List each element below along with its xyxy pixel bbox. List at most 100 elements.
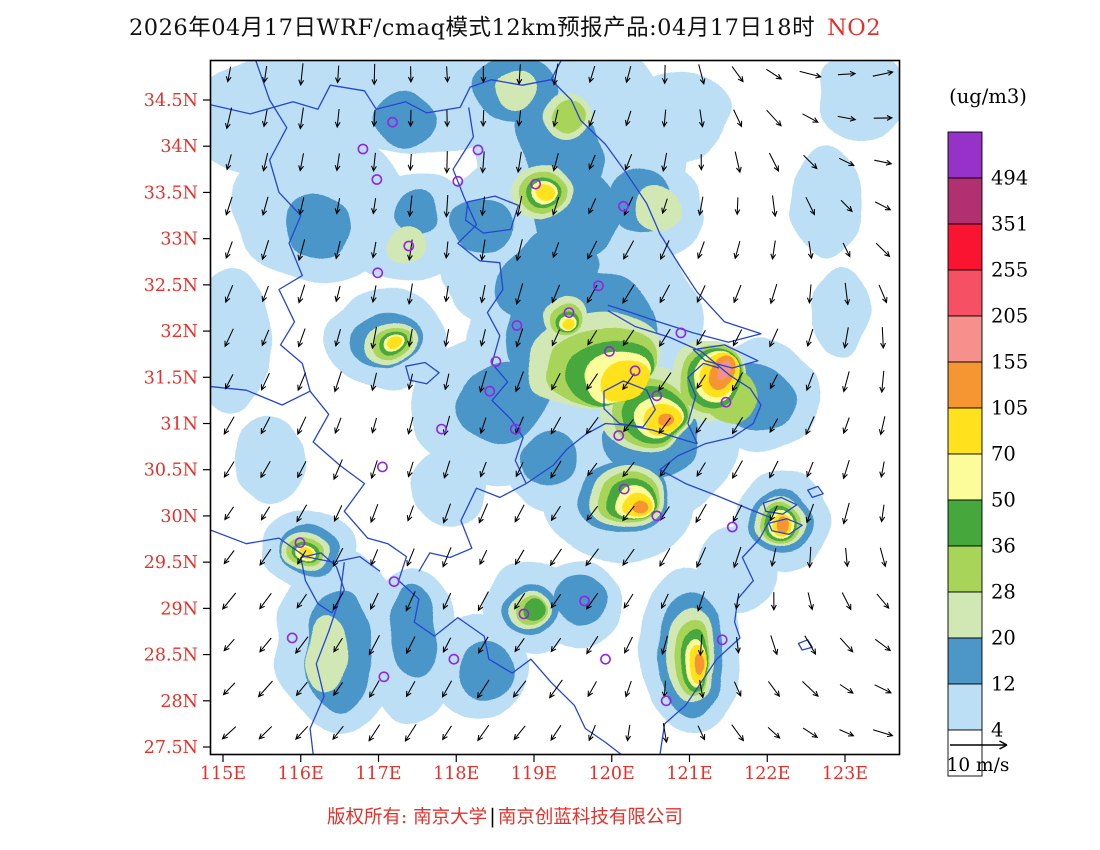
no2-fill-region [210,266,270,415]
wind-arrow [370,460,378,480]
wind-arrow [295,681,308,697]
wind-arrow [298,197,305,216]
wind-scale-label: 10 m/s [947,755,1010,776]
wind-arrow [661,152,668,173]
station-marker [593,280,604,292]
no2-fill-region [821,60,900,142]
wind-arrow [442,592,452,610]
wind-arrow [297,550,307,565]
colorbar-cell [947,453,983,501]
wind-arrow [625,724,632,742]
wind-arrow [516,110,523,127]
wind-arrow [406,416,414,435]
station-marker [357,143,369,155]
wind-arrow [225,66,232,83]
wind-arrow [842,371,850,393]
wind-arrow [552,109,559,128]
wind-arrow [695,417,707,434]
wind-arrow [515,328,524,348]
colorbar-cell [947,729,983,777]
wind-arrow [769,374,778,390]
wind-arrow [334,417,342,435]
lat-tick-label: 32N [160,322,198,342]
station-marker [720,396,732,408]
wind-arrow [225,154,232,171]
wind-arrow [732,546,742,569]
wind-arrow [297,372,306,392]
wind-arrow [840,199,853,213]
lat-tick-label: 34N [160,137,198,157]
station-marker [618,200,629,212]
wind-arrow [444,151,450,174]
wind-arrow [370,326,378,350]
wind-arrow [550,725,562,742]
wind-arrow [622,373,635,391]
wind-arrow [660,593,669,610]
lat-tick-label: 28N [160,692,198,712]
wind-arrow [696,285,706,304]
wind-arrow [515,195,523,217]
wind-arrow [549,548,562,567]
wind-arrow [514,504,525,523]
no2-fill-region [564,316,576,329]
colorbar-tick-label: 12 [991,673,1016,696]
wind-arrow [479,239,486,261]
colorbar-cell [947,223,983,271]
wind-arrow [874,638,892,652]
wind-arrow [298,63,305,87]
wind-arrow [258,726,273,740]
colorbar-unit-label: (ug/m3) [949,85,1027,108]
wind-arrow [733,284,742,304]
wind-arrow [623,240,635,260]
wind-arrow [588,65,596,84]
wind-arrow [623,419,634,433]
no2-fill-region [521,432,578,489]
zhoushan-island-2 [768,518,803,536]
wind-arrow [370,285,377,304]
wind-arrow [879,370,886,394]
wind-arrow [587,240,598,260]
wind-arrow [658,372,672,392]
wind-arrow [839,729,855,737]
station-marker [618,483,630,495]
lon-tick-label: 116E [278,764,324,784]
wind-arrow [734,151,742,174]
colorbar-cell [947,177,983,225]
wind-arrow [873,115,894,121]
wind-arrow [658,328,671,348]
wind-arrow [370,372,378,392]
wind-arrow [551,329,561,347]
wind-arrow [261,240,270,261]
wind-arrow [442,547,452,568]
wind-arrow [224,506,235,521]
lat-tick-label: 29N [160,599,198,619]
wind-arrow [514,637,525,653]
wind-arrow [622,329,635,347]
wind-arrow [224,284,234,304]
wind-arrow [842,417,850,435]
wind-arrow [698,109,705,128]
station-marker [660,695,672,707]
wind-arrow [335,65,341,84]
wind-arrow [225,241,233,260]
wind-arrow [659,284,671,304]
wind-arrow [479,417,487,435]
wind-arrow [732,329,743,347]
wind-arrow [368,724,381,742]
lat-tick-label: 27.5N [144,738,198,758]
no2-concentration-field [210,60,900,734]
wind-arrow [480,151,486,174]
wind-arrow [297,239,306,262]
wind-arrow [479,284,486,304]
station-marker [604,345,615,357]
wind-arrow [806,546,813,569]
colorbar-tick-label: 155 [991,351,1028,374]
wind-arrow [259,592,272,610]
station-marker [651,390,663,402]
wind-arrow [334,109,341,129]
wind-arrow [696,462,706,478]
colorbar-cell [947,637,983,685]
station-marker [472,144,484,156]
wind-arrow [514,371,524,393]
wind-arrow [585,416,599,435]
